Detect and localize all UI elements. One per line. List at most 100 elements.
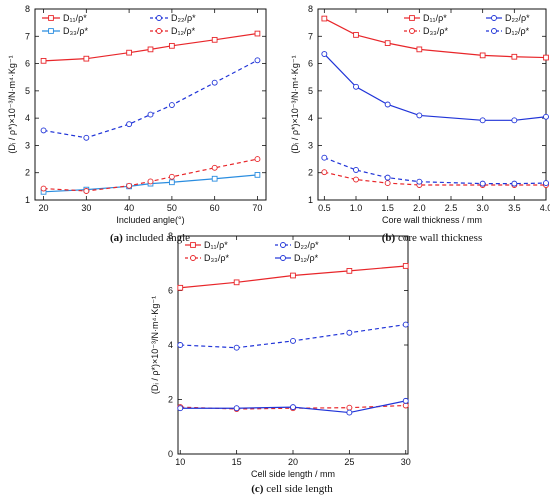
x-tick-label: 20	[39, 203, 49, 213]
data-point	[254, 57, 261, 64]
data-point	[416, 178, 423, 185]
x-tick-label: 40	[124, 203, 134, 213]
data-point	[233, 279, 240, 286]
x-tick-label: 1.0	[350, 203, 363, 213]
x-tick-label: 15	[232, 457, 242, 467]
data-point	[346, 404, 353, 411]
y-tick-label: 6	[308, 59, 313, 69]
y-tick-label: 7	[308, 31, 313, 41]
series-line	[180, 323, 406, 349]
legend-entry: D₂₂/ρ*	[150, 13, 196, 23]
x-axis-label: Core wall thickness / mm	[382, 215, 482, 225]
data-point	[416, 112, 423, 119]
data-point	[353, 167, 359, 173]
data-point	[290, 337, 296, 344]
legend-label: D₂₂/ρ*	[505, 13, 530, 23]
y-tick-label: 1	[25, 195, 30, 205]
legend-marker	[190, 255, 196, 261]
series-4	[177, 397, 409, 416]
y-tick-label: 3	[25, 140, 30, 150]
caption-tag: (a)	[110, 232, 123, 244]
data-point	[211, 79, 218, 86]
legend-marker	[156, 15, 162, 21]
data-point	[543, 113, 549, 120]
data-point	[147, 111, 154, 118]
data-point	[543, 180, 549, 187]
y-tick-label: 5	[308, 86, 313, 96]
y-tick-label: 8	[308, 4, 313, 14]
legend-entry: D₁₂/ρ*	[275, 253, 319, 263]
y-tick-label: 8	[168, 231, 173, 241]
x-tick-label: 3.0	[476, 203, 489, 213]
data-point	[346, 268, 353, 274]
x-tick-label: 2.0	[413, 203, 426, 213]
data-point	[384, 174, 391, 181]
y-axis-label: (Dᵢ / ρ*)×10⁻³/N·m⁴·Kg⁻¹	[290, 55, 300, 153]
data-point	[511, 180, 518, 187]
figure-caption: (a) included angle	[110, 232, 190, 244]
x-tick-label: 20	[288, 457, 298, 467]
series-1	[40, 30, 261, 64]
x-tick-label: 30	[81, 203, 91, 213]
data-point	[147, 46, 154, 53]
data-point	[83, 55, 90, 62]
x-tick-label: 50	[167, 203, 177, 213]
x-tick-label: 3.5	[508, 203, 521, 213]
series-4	[321, 154, 549, 187]
legend-entry: D₂₂/ρ*	[486, 13, 530, 23]
legend-entry: D₃₃/ρ*	[185, 253, 229, 263]
data-point	[321, 51, 328, 57]
chart-panel-c: 10 15 20 25 30 0 2 4 6 8 Cell side length / mm (Dᵢ …	[150, 231, 411, 495]
x-axis-label: Cell side length / mm	[251, 469, 335, 479]
y-tick-label: 7	[25, 31, 30, 41]
x-tick-label: 70	[252, 203, 262, 213]
y-tick-label: 5	[25, 86, 30, 96]
legend-entry: D₃₃/ρ*	[404, 26, 448, 36]
legend-marker	[491, 28, 497, 34]
data-point	[353, 176, 359, 183]
legend-label: D₂₂/ρ*	[294, 240, 319, 250]
series-1	[177, 263, 409, 291]
legend-entry: D₁₂/ρ*	[486, 26, 530, 36]
legend-label: D₁₂/ρ*	[505, 26, 530, 36]
legend-entry: D₃₃/ρ*	[42, 26, 88, 36]
legend-marker	[156, 28, 162, 34]
legend-entry: D₁₂/ρ*	[150, 26, 196, 36]
data-point	[177, 405, 184, 412]
y-axis-label: (Dᵢ / ρ*)×10⁻³/N·m⁴·Kg⁻¹	[150, 296, 160, 394]
caption-tag: (b)	[382, 232, 396, 244]
data-point	[254, 156, 261, 163]
data-point	[321, 15, 328, 22]
data-point	[321, 169, 328, 176]
y-axis-label: (Dᵢ / ρ*)×10⁻³/N·m⁴·Kg⁻¹	[7, 55, 17, 153]
y-tick-label: 1	[308, 195, 313, 205]
legend-label: D₃₃/ρ*	[423, 26, 448, 36]
figure-caption: (b) core wall thickness	[382, 232, 483, 244]
legend-label: D₁₁/ρ*	[204, 240, 228, 250]
data-point	[511, 53, 518, 60]
data-point	[177, 342, 184, 348]
legend-label: D₃₃/ρ*	[63, 26, 88, 36]
caption-text: cell side length	[263, 483, 333, 495]
data-point	[254, 172, 261, 178]
y-tick-label: 4	[168, 340, 173, 350]
data-point	[321, 154, 328, 161]
data-point	[402, 397, 409, 404]
y-tick-label: 2	[25, 168, 30, 178]
x-tick-label: 10	[175, 457, 185, 467]
data-point	[40, 127, 47, 134]
y-tick-label: 0	[168, 449, 173, 459]
data-point	[83, 134, 90, 141]
plot-frame	[34, 8, 267, 201]
series-4	[40, 156, 261, 194]
series-line	[43, 59, 258, 139]
series-line	[324, 18, 547, 59]
legend-entry: D₁₁/ρ*	[42, 13, 87, 23]
data-point	[169, 179, 175, 186]
chart-panel-b: 0.5 1.0 1.5 2.0 2.5 3.0 3.5 4.0 1 2 3 4 5 6 7 8 Core wal…	[290, 4, 550, 244]
data-point	[177, 284, 184, 291]
data-point	[83, 188, 90, 194]
y-tick-label: 4	[308, 113, 313, 123]
data-point	[479, 117, 486, 124]
plot-frame	[317, 8, 547, 201]
